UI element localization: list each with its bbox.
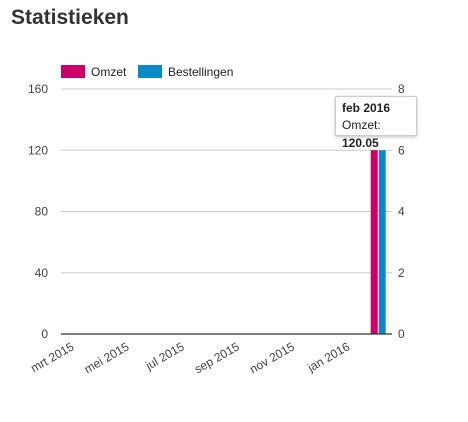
y-left-tick-label: 80 [35, 205, 49, 219]
legend-swatch [61, 65, 85, 78]
y-right-tick-label: 4 [398, 205, 405, 219]
gridlines [61, 88, 392, 274]
x-tick-label: jul 2015 [142, 339, 187, 373]
y-right-tick-label: 8 [398, 82, 405, 96]
legend-label: Omzet [91, 65, 127, 79]
y-right-tick-label: 2 [398, 266, 405, 280]
y-left-tick-label: 120 [28, 143, 48, 157]
legend-label: Bestellingen [168, 65, 233, 79]
bar [378, 150, 386, 334]
x-tick-label: mrt 2015 [28, 339, 76, 375]
tooltip-title: feb 2016 [342, 101, 391, 115]
x-tick-label: jan 2016 [304, 339, 352, 375]
y-left-tick-label: 40 [35, 266, 49, 280]
page-title: Statistieken [11, 6, 129, 29]
bar [370, 150, 378, 334]
tooltip-value: 120.05 [342, 136, 379, 150]
y-left-tick-label: 160 [28, 82, 48, 96]
x-tick-label: mei 2015 [82, 339, 132, 376]
legend-swatch [138, 65, 162, 78]
tooltip-line: Omzet: 120.05 [342, 116, 410, 152]
y-right-tick-label: 6 [398, 143, 405, 157]
tooltip-label: Omzet: [342, 118, 381, 132]
legend: Omzet Bestellingen [61, 65, 233, 79]
y-right-tick-label: 0 [398, 327, 405, 341]
y-left-tick-label: 0 [41, 327, 48, 341]
x-tick-label: nov 2015 [247, 339, 297, 376]
bars [370, 150, 386, 334]
chart-tooltip: feb 2016 Omzet: 120.05 [335, 96, 417, 150]
x-tick-label: sep 2015 [192, 339, 242, 376]
